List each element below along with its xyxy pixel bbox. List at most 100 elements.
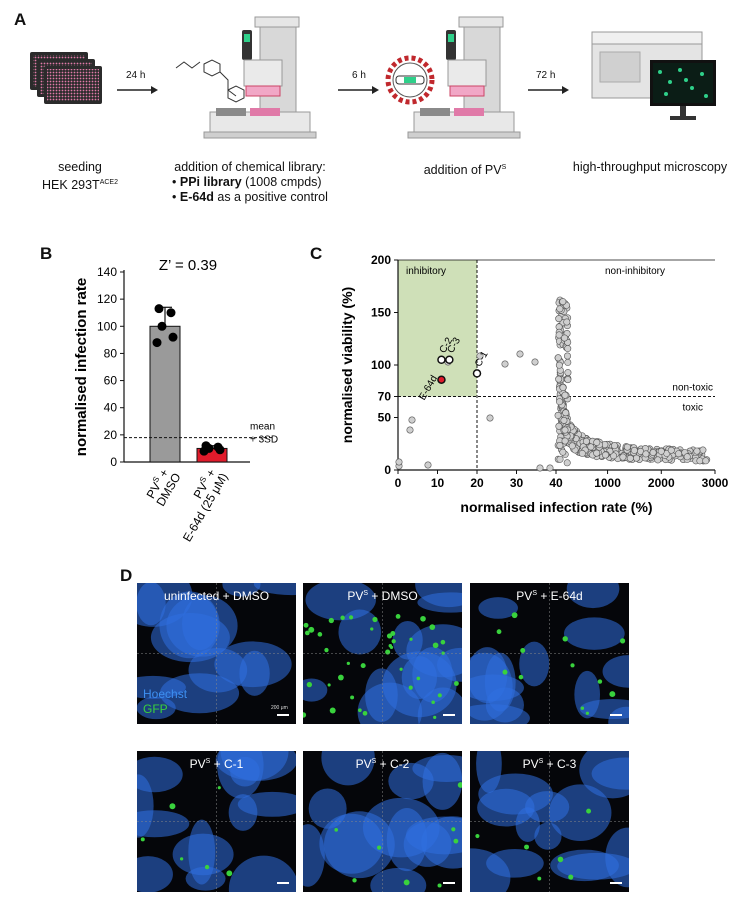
scatter-point [556,398,564,406]
scatter-point [623,443,631,451]
gfp-cell [324,647,329,653]
gfp-cell [204,864,210,870]
scatter-point [424,461,432,469]
gfp-cell [370,627,374,631]
gfp-cell [451,827,456,832]
gfp-cell [416,676,421,681]
scatter-point [559,448,567,456]
scatter-point [564,345,572,353]
gfp-cell [562,636,568,642]
cell-cluster [172,833,234,876]
gfp-cell [454,681,459,686]
scatter-point [560,334,568,342]
gfp-cell [620,638,626,644]
cell-cluster [303,678,328,702]
caption-seeding-sup: ACE2 [99,179,118,186]
gfp-cell [475,833,480,839]
cell-cluster [579,751,629,799]
micrograph-image [470,751,629,892]
micrograph-6: PVS + C-3 [470,751,629,892]
micrograph-title-sup: S [371,758,377,765]
cell-cluster [137,856,173,892]
y-tick-label: 150 [371,306,391,320]
arrow-icon-6h [338,86,379,94]
scatter-point [516,350,524,358]
micrograph-4: PVS + C-1 [137,751,296,892]
x-tick-label: 1000 [594,476,621,490]
gfp-cell [586,808,592,814]
data-point [168,332,178,342]
scatter-point [693,447,701,455]
gfp-cell [348,615,354,620]
x-tick-label-pv: PV [191,480,211,501]
gfp-cell [303,712,307,718]
gfp-cell [408,685,413,690]
micrograph-title-post: + C-3 [543,757,577,771]
gfp-cell [431,700,435,705]
data-point [213,442,223,452]
scatter-point [486,414,494,422]
gfp-cell [334,827,339,832]
gfp-cell [376,845,382,850]
scatter-point [593,449,601,457]
gfp-cell [511,612,518,619]
x-tick-label: 30 [510,476,524,490]
y-tick-label: 50 [378,411,392,425]
scatter-point [406,426,414,434]
gfp-cell [350,695,355,700]
gfp-cell [537,876,542,881]
scalebar [610,714,622,716]
cell-cluster [388,762,434,800]
scalebar [277,882,289,884]
gfp-cell [568,874,574,880]
gfp-cell [520,648,526,654]
scatter-point [555,315,563,323]
y-axis-label: normalised viability (%) [339,287,355,443]
cell-cluster [550,849,619,882]
y-tick-label: 100 [97,319,117,333]
cell-cluster [230,756,260,787]
scatter-point [536,464,544,472]
bar-1 [149,325,181,463]
x-tick-label: 40 [549,476,563,490]
gfp-cell [440,639,446,645]
arrow-icon-72h [528,86,569,94]
caption-library-bullet1-rest: (1008 cmpds) [241,175,322,189]
panel-d-label: D [120,566,133,585]
scalebar [443,882,455,884]
microscope-icon [591,31,716,120]
micrograph-title: PVS + C-1 [137,757,296,771]
gfp-cell [179,857,184,861]
cell-cluster [566,583,620,609]
gfp-cell [169,803,176,810]
gfp-cell [420,615,426,622]
cell-cluster [308,788,347,829]
y-tick-label: 20 [104,428,118,442]
scatter-point [555,331,563,339]
point-c-3 [445,355,454,364]
gfp-cell [502,669,508,675]
gfp-cell [409,637,413,641]
point-e-64d [437,375,446,384]
scatter-point [633,454,641,462]
cell-cluster [137,810,190,838]
cell-cluster [477,788,535,827]
scalebar [277,714,289,716]
scatter-point [559,298,567,306]
gfp-cell [386,633,393,639]
gfp-cell [496,629,502,635]
cell-cluster [602,655,629,688]
gfp-cell [557,856,564,863]
micrograph-image [137,751,296,892]
micrograph-title: uninfected + DMSO [137,589,296,603]
cell-cluster [370,867,427,892]
gfp-cell [403,879,410,886]
scatter-point [546,464,554,472]
scatter-point [408,416,416,424]
micrograph-5: PVS + C-2 [303,751,462,892]
caption-seeding-line1: seeding [58,160,102,174]
scatter-point [555,422,563,430]
scatter-point [610,452,618,460]
gfp-cell [395,613,401,619]
